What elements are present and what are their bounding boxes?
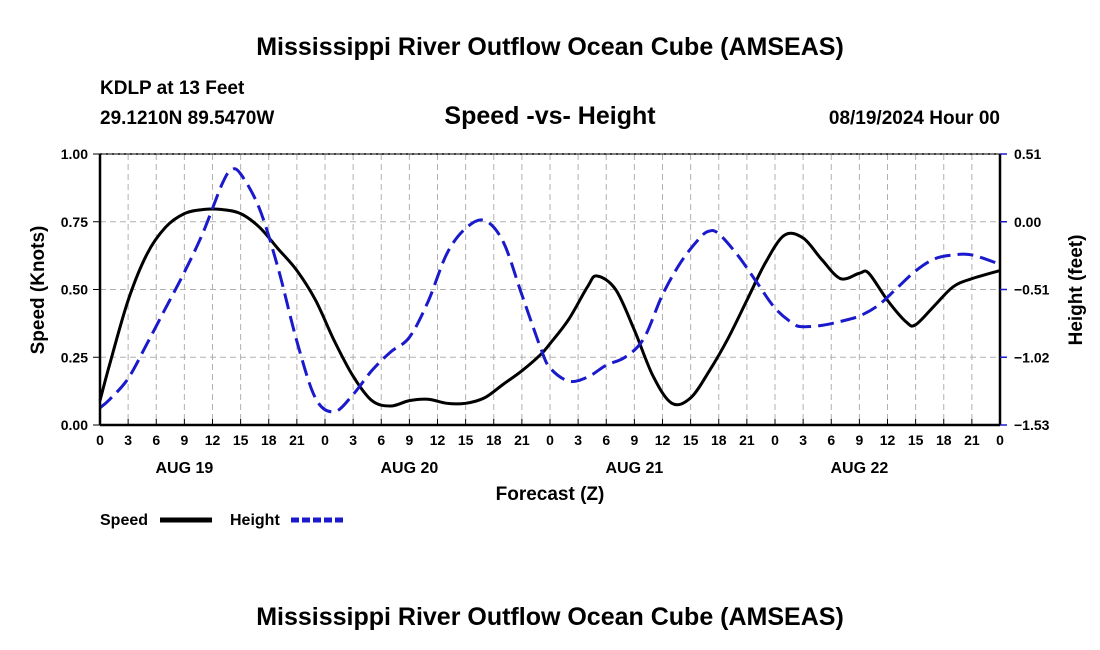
y-tick-label: 0.50 bbox=[61, 282, 88, 298]
x-tick-label: 3 bbox=[574, 432, 582, 448]
x-tick-label: 15 bbox=[233, 432, 249, 448]
x-tick-label: 9 bbox=[630, 432, 638, 448]
x-tick-label: 21 bbox=[964, 432, 980, 448]
x-tick-label: 9 bbox=[855, 432, 863, 448]
x-tick-label: 21 bbox=[289, 432, 305, 448]
chart-main-title: Mississippi River Outflow Ocean Cube (AM… bbox=[256, 33, 844, 61]
x-tick-label: 18 bbox=[486, 432, 502, 448]
x-tick-label: 9 bbox=[180, 432, 188, 448]
series-line-height bbox=[99, 167, 1001, 414]
legend: Speed Height bbox=[100, 512, 343, 529]
station-name: KDLP at 13 Feet bbox=[100, 78, 245, 99]
x-tick-label: 6 bbox=[602, 432, 610, 448]
legend-label-height: Height bbox=[230, 512, 280, 529]
x-tick-label: 12 bbox=[655, 432, 671, 448]
x-tick-label: 0 bbox=[771, 432, 779, 448]
x-tick-label: 18 bbox=[936, 432, 952, 448]
y2-tick-label: 0.51 bbox=[1014, 146, 1041, 162]
x-tick-label: 21 bbox=[514, 432, 530, 448]
x-tick-label: 0 bbox=[546, 432, 554, 448]
day-label: AUG 19 bbox=[155, 460, 213, 477]
x-tick-label: 6 bbox=[377, 432, 385, 448]
x-tick-label: 15 bbox=[908, 432, 924, 448]
y2-axis-label: Height (feet) bbox=[1066, 235, 1087, 346]
x-tick-label: 0 bbox=[321, 432, 329, 448]
station-coords: 29.1210N 89.5470W bbox=[100, 108, 274, 129]
series-line-speed bbox=[98, 207, 1001, 408]
grid-lines bbox=[100, 153, 1000, 425]
x-tick-label: 18 bbox=[711, 432, 727, 448]
y-tick-label: 0.25 bbox=[61, 349, 88, 365]
y-tick-label: 0.00 bbox=[61, 417, 88, 433]
y2-tick-label: −1.53 bbox=[1014, 417, 1050, 433]
forecast-datetime: 08/19/2024 Hour 00 bbox=[829, 108, 1000, 129]
x-tick-label: 3 bbox=[799, 432, 807, 448]
x-tick-label: 12 bbox=[880, 432, 896, 448]
x-tick-label: 6 bbox=[152, 432, 160, 448]
legend-label-speed: Speed bbox=[100, 512, 148, 529]
x-tick-label: 12 bbox=[430, 432, 446, 448]
chart-subtitle: Speed -vs- Height bbox=[444, 102, 656, 130]
x-tick-label: 21 bbox=[739, 432, 755, 448]
day-label: AUG 21 bbox=[605, 460, 663, 477]
axis-ticks: 0 3 6 9 12 15 18 21 0 3 6 9 12 15 18 21 0 3 6 9 12 15 18 21 0 3 6 9… bbox=[61, 146, 1050, 477]
day-label: AUG 22 bbox=[830, 460, 888, 477]
y-tick-label: 1.00 bbox=[61, 146, 88, 162]
x-tick-label: 0 bbox=[996, 432, 1004, 448]
y-tick-label: 0.75 bbox=[61, 214, 88, 230]
day-label: AUG 20 bbox=[380, 460, 438, 477]
x-tick-label: 18 bbox=[261, 432, 277, 448]
footer-title: Mississippi River Outflow Ocean Cube (AM… bbox=[256, 603, 844, 631]
x-tick-label: 9 bbox=[405, 432, 413, 448]
x-tick-label: 3 bbox=[124, 432, 132, 448]
series-lines bbox=[98, 167, 1001, 414]
y2-tick-label: −1.02 bbox=[1014, 349, 1050, 365]
y2-tick-label: −0.51 bbox=[1014, 282, 1050, 298]
x-tick-label: 6 bbox=[827, 432, 835, 448]
x-tick-label: 12 bbox=[205, 432, 221, 448]
x-tick-label: 0 bbox=[96, 432, 104, 448]
x-tick-label: 15 bbox=[458, 432, 474, 448]
x-axis-label: Forecast (Z) bbox=[496, 484, 605, 505]
y2-tick-label: 0.00 bbox=[1014, 214, 1041, 230]
y-axis-label: Speed (Knots) bbox=[28, 226, 49, 355]
x-tick-label: 15 bbox=[683, 432, 699, 448]
x-tick-label: 3 bbox=[349, 432, 357, 448]
